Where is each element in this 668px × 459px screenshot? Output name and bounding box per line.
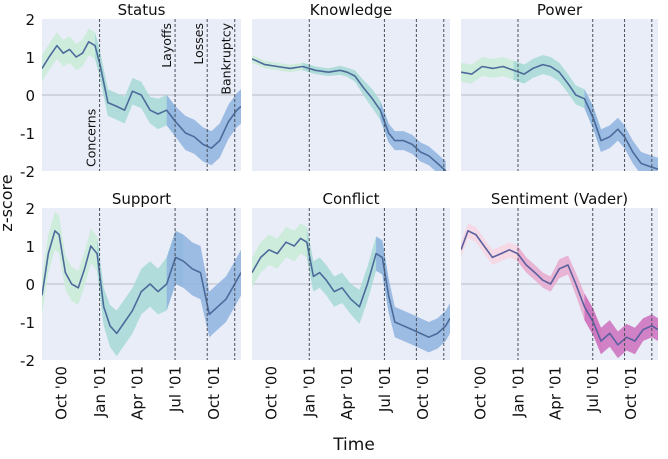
panel-support: Support -2 -1 0 1 2 Oct '00 Jan '01 Apr '01 Jul '… [20, 190, 241, 420]
y-axis-label: z-score [0, 174, 16, 231]
x-tick-label: Oct '01 [414, 366, 432, 420]
x-tick-label: Oct '00 [471, 366, 489, 420]
y-tick-label: 1 [25, 238, 35, 256]
x-tick-label: Oct '01 [205, 366, 223, 420]
panel-title: Conflict [323, 190, 380, 208]
series-line [252, 58, 447, 171]
series-line [42, 230, 241, 335]
panel-title: Knowledge [310, 1, 392, 19]
panel-power: Power [461, 1, 658, 171]
x-tick-label: Apr '01 [338, 366, 356, 420]
event-label: Layoffs [159, 23, 174, 68]
panel-title: Sentiment (Vader) [491, 190, 628, 208]
confidence-band-1 [42, 28, 108, 116]
panel-title: Power [537, 1, 583, 19]
x-tick-label: Jul '01 [376, 366, 394, 413]
y-tick-label: 0 [25, 87, 35, 105]
x-tick-label: Oct '01 [622, 366, 640, 420]
confidence-band-1 [461, 57, 525, 84]
series-line [461, 63, 658, 170]
y-tick-label: -2 [20, 163, 35, 181]
x-tick-label: Jul '01 [167, 366, 185, 413]
y-tick-label: -1 [20, 314, 35, 332]
confidence-band-3 [584, 89, 658, 171]
confidence-band-3 [166, 230, 241, 338]
x-tick-label: Oct '00 [53, 366, 71, 420]
x-tick-label: Apr '01 [547, 366, 565, 420]
panel-status: Status Concerns Layoffs Losses Bankruptcy -2 -… [20, 1, 241, 181]
confidence-band-3 [584, 293, 658, 359]
y-tick-label: -1 [20, 125, 35, 143]
y-tick-label: -2 [20, 352, 35, 370]
event-label: Losses [191, 23, 206, 65]
x-tick-label: Oct '00 [263, 366, 281, 420]
confidence-band-3 [166, 89, 241, 166]
event-label: Bankruptcy [219, 22, 234, 94]
x-tick-label: Jan '01 [301, 366, 319, 418]
x-axis-label: Time [332, 435, 375, 455]
confidence-band-3 [380, 100, 446, 171]
y-tick-label: 0 [25, 276, 35, 294]
confidence-band-1 [42, 211, 104, 326]
confidence-band-2 [302, 62, 389, 143]
y-tick-label: 2 [25, 200, 35, 218]
confidence-band-2 [95, 32, 176, 137]
panel-sentiment-vader: Sentiment (Vader) Oct '00 Jan '01 Apr '01 Ju… [461, 190, 658, 420]
event-label: Concerns [84, 109, 99, 167]
panel-title: Support [112, 190, 171, 208]
confidence-band-2 [513, 55, 601, 152]
panel-title: Status [118, 1, 166, 19]
confidence-band-1 [252, 55, 316, 75]
series-line [461, 230, 658, 346]
panel-conflict: Conflict Oct '00 Jan '01 Apr '01 Jul '01 Oct … [252, 190, 450, 420]
confidence-band-2 [517, 246, 601, 355]
y-tick-label: 2 [25, 11, 35, 29]
x-tick-label: Jan '01 [91, 366, 109, 418]
y-tick-label: 1 [25, 49, 35, 67]
x-tick-label: Jan '01 [509, 366, 527, 418]
x-tick-label: Jul '01 [584, 366, 602, 413]
confidence-band-3 [376, 236, 450, 353]
panel-knowledge: Knowledge [252, 1, 450, 171]
series-line [252, 237, 450, 338]
series-line [42, 41, 241, 149]
x-tick-label: Apr '01 [129, 366, 147, 420]
